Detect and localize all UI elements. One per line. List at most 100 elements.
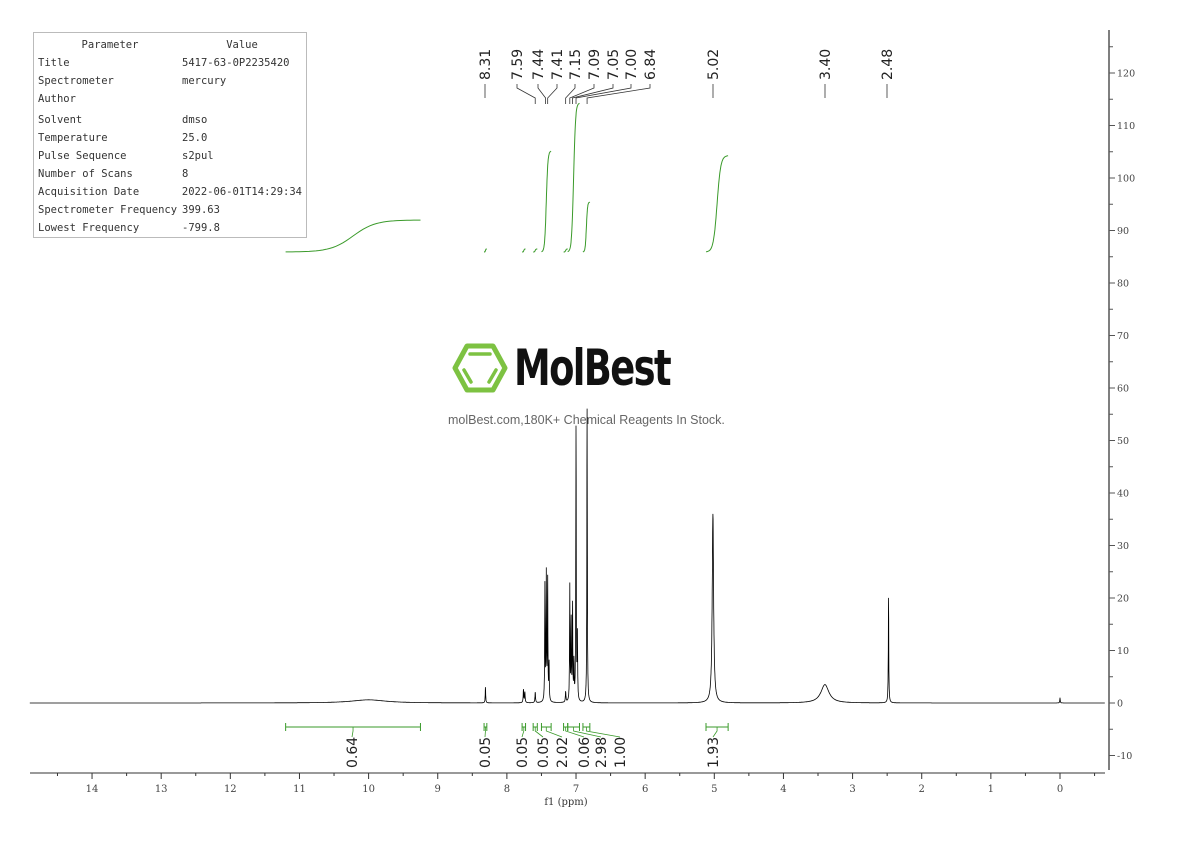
y-tick-label: 20 — [1117, 594, 1129, 605]
parameter-row: Spectrometer Frequency 399.63 — [38, 201, 302, 219]
x-tick-label: 4 — [780, 784, 786, 795]
y-tick-label: 80 — [1117, 279, 1129, 290]
peak-label-line — [575, 84, 632, 104]
integral-connector — [351, 727, 354, 738]
x-tick-label: 13 — [155, 784, 168, 795]
integral-curve — [522, 248, 526, 253]
parameter-value: -799.8 — [182, 222, 220, 234]
y-tick-label: 60 — [1117, 384, 1129, 395]
peak-label-line — [537, 84, 546, 104]
y-tick-label: 50 — [1117, 436, 1129, 447]
peak-label-line — [547, 84, 558, 104]
parameter-value: 2022-06-01T14:29:34 — [181, 186, 302, 198]
y-tick-label: 100 — [1117, 174, 1135, 185]
parameter-value: 8 — [182, 168, 189, 180]
peak-label: 8.31 — [478, 49, 494, 80]
integral-value: 0.05 — [536, 737, 552, 768]
x-tick-label: 0 — [1057, 784, 1063, 795]
parameter-table: Parameter Value Title 5417-63-0P2235420 Sp… — [33, 32, 307, 238]
peak-label: 6.84 — [643, 49, 659, 80]
peak-label-line — [569, 84, 595, 104]
integral-connector — [521, 727, 525, 738]
integral-value: 1.00 — [613, 737, 629, 768]
integral-curve — [285, 219, 421, 253]
x-tick-label: 11 — [293, 784, 306, 795]
parameter-name: Title — [38, 57, 70, 69]
parameter-name: Spectrometer Frequency — [38, 204, 178, 216]
integral-value: 0.06 — [577, 737, 593, 768]
header-parameter: Parameter — [81, 39, 139, 51]
y-tick-label: 0 — [1117, 699, 1123, 710]
x-tick-label: 8 — [504, 784, 510, 795]
parameter-value: 399.63 — [182, 204, 220, 216]
integral-value: 0.64 — [345, 737, 361, 768]
peak-label: 7.44 — [531, 49, 547, 80]
peak-label: 7.00 — [624, 49, 640, 80]
x-tick-label: 14 — [86, 784, 99, 795]
x-axis-label: f1 (ppm) — [544, 797, 587, 808]
parameter-row: Pulse Sequence s2pul — [38, 147, 302, 165]
y-tick-label: 110 — [1117, 121, 1135, 132]
peak-label: 5.02 — [706, 49, 722, 80]
x-tick-label: 1 — [988, 784, 994, 795]
parameter-name: Number of Scans — [38, 168, 133, 180]
x-tick-label: 7 — [573, 784, 579, 795]
parameter-row: Number of Scans 8 — [38, 165, 302, 183]
y-axis: -10 0 10 20 30 40 50 60 70 80 90 100 110 120 — [1108, 30, 1135, 770]
peak-label-line — [586, 84, 651, 104]
parameter-row: Solvent dmso — [38, 111, 302, 129]
y-tick-label: 40 — [1117, 489, 1129, 500]
y-tick-label: 30 — [1117, 541, 1129, 552]
y-tick-label: -10 — [1117, 751, 1132, 762]
integral-connector — [534, 727, 544, 738]
parameter-row: Acquisition Date 2022-06-01T14:29:34 — [38, 183, 302, 201]
brand-name: MolBest — [514, 339, 672, 397]
parameter-row: Author — [38, 90, 302, 108]
parameter-value: 25.0 — [182, 132, 208, 144]
integral-value: 2.98 — [594, 737, 610, 768]
x-tick-label: 9 — [435, 784, 441, 795]
integral-value: 1.93 — [706, 737, 722, 768]
benzene-hexagon-icon — [452, 343, 508, 393]
peak-label-line — [516, 84, 536, 104]
x-tick-label: 5 — [711, 784, 717, 795]
parameter-name: Temperature — [38, 132, 108, 144]
parameter-name: Lowest Frequency — [38, 222, 140, 234]
parameter-row: Temperature 25.0 — [38, 129, 302, 147]
peak-label: 7.09 — [587, 49, 603, 80]
peak-label: 7.05 — [606, 49, 622, 80]
integral-value: 0.05 — [478, 737, 494, 768]
y-tick-label: 10 — [1117, 646, 1129, 657]
y-tick-label: 120 — [1117, 69, 1135, 80]
x-axis: 14 13 12 11 10 9 8 7 6 5 4 3 2 1 0 — [30, 772, 1105, 795]
integrals: 0.64 0.05 0.05 0.05 2.02 0.06 2.98 1.00 1.93 — [285, 102, 729, 768]
x-tick-label: 3 — [849, 784, 855, 795]
parameter-row: Lowest Frequency -799.8 — [38, 219, 302, 237]
x-tick-label: 2 — [919, 784, 925, 795]
x-tick-label: 12 — [224, 784, 237, 795]
x-tick-label: 6 — [642, 784, 648, 795]
peak-label: 7.41 — [550, 49, 566, 80]
integral-connector — [545, 727, 563, 738]
parameter-name: Spectrometer — [38, 75, 114, 87]
peak-label: 7.15 — [568, 49, 584, 80]
integral-curve — [541, 150, 552, 253]
integral-curve — [567, 102, 580, 253]
parameter-row: Title 5417-63-0P2235420 — [38, 54, 302, 72]
integral-curve — [484, 248, 487, 253]
integral-curve — [582, 201, 591, 253]
header-value: Value — [226, 39, 258, 51]
spectrum-line — [29, 408, 1105, 704]
integral-curve — [563, 248, 568, 253]
peak-label: 7.59 — [510, 49, 526, 80]
peak-label-line — [565, 84, 576, 104]
integral-connector — [573, 727, 602, 738]
peak-label: 3.40 — [818, 49, 834, 80]
peak-label: 2.48 — [880, 49, 896, 80]
y-tick-label: 90 — [1117, 226, 1129, 237]
parameter-table-header: Parameter Value — [38, 36, 302, 54]
integral-curve — [533, 248, 538, 253]
x-tick-label: 10 — [362, 784, 375, 795]
parameter-name: Acquisition Date — [38, 186, 140, 198]
